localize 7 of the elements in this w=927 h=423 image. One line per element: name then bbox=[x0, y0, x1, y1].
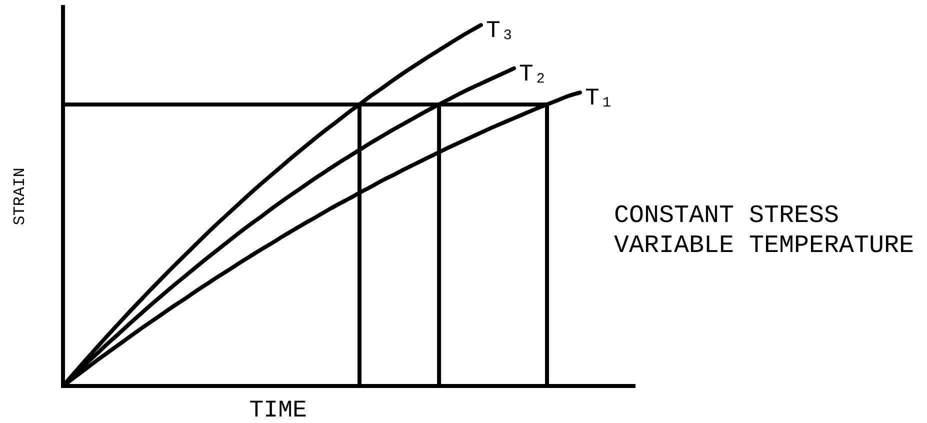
series-label: T₂ bbox=[519, 61, 548, 88]
x-axis-title: TIME bbox=[249, 397, 307, 423]
y-axis-title: STRAIN bbox=[11, 168, 30, 226]
series-label: T₃ bbox=[486, 18, 515, 46]
annotation: VARIABLE TEMPERATURE bbox=[614, 231, 914, 260]
series-label: T₁ bbox=[585, 86, 614, 113]
annotation: CONSTANT STRESS bbox=[614, 201, 840, 230]
